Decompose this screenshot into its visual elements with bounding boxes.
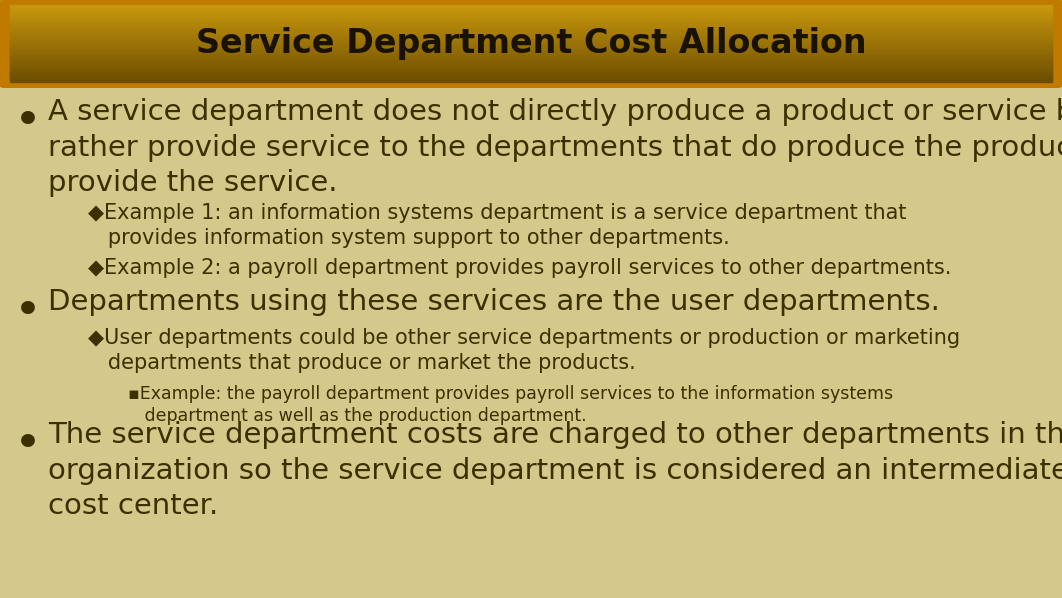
Bar	[0, 21, 1062, 23]
Bar	[0, 66, 1062, 68]
Bar	[10, 74, 1052, 76]
Bar	[0, 50, 1062, 52]
Bar	[10, 43, 1052, 45]
Bar	[0, 59, 1062, 62]
Text: ◆User departments could be other service departments or production or marketing
: ◆User departments could be other service…	[88, 328, 960, 373]
Bar	[10, 34, 1052, 36]
Bar	[0, 60, 1062, 63]
Bar	[10, 61, 1052, 63]
Bar	[10, 16, 1052, 19]
Bar	[10, 52, 1052, 54]
Bar	[10, 62, 1052, 64]
Text: •: •	[14, 290, 42, 335]
Bar	[0, 71, 1062, 74]
Bar	[0, 16, 1062, 18]
Bar	[10, 32, 1052, 34]
Bar	[0, 40, 1062, 42]
Bar	[10, 42, 1052, 44]
Bar	[10, 80, 1052, 82]
Bar	[10, 25, 1052, 28]
Bar	[0, 48, 1062, 51]
Bar	[10, 67, 1052, 69]
Bar	[10, 11, 1052, 14]
Bar	[10, 53, 1052, 56]
Text: ◆Example 2: a payroll department provides payroll services to other departments.: ◆Example 2: a payroll department provide…	[88, 258, 952, 278]
Bar	[10, 44, 1052, 47]
Bar	[0, 25, 1062, 28]
Bar	[10, 65, 1052, 67]
Bar	[0, 78, 1062, 81]
Bar	[10, 77, 1052, 80]
Bar	[10, 45, 1052, 48]
Bar	[0, 10, 1062, 13]
Bar	[10, 76, 1052, 78]
Bar	[10, 19, 1052, 21]
Bar	[10, 63, 1052, 66]
Bar	[10, 49, 1052, 51]
Bar	[0, 56, 1062, 59]
Bar	[0, 2, 1062, 4]
Bar	[0, 75, 1062, 78]
Bar	[0, 3, 1062, 5]
Bar	[0, 20, 1062, 22]
Bar	[10, 26, 1052, 29]
Bar	[0, 68, 1062, 70]
Bar	[0, 70, 1062, 72]
Bar	[0, 29, 1062, 32]
Bar	[0, 30, 1062, 33]
Bar	[10, 41, 1052, 42]
Bar	[0, 0, 1062, 1]
Bar	[0, 74, 1062, 77]
Bar	[0, 62, 1062, 64]
Bar	[0, 45, 1062, 48]
Bar	[10, 56, 1052, 58]
Text: The service department costs are charged to other departments in the
organizatio: The service department costs are charged…	[48, 421, 1062, 520]
Text: ▪Example: the payroll department provides payroll services to the information sy: ▪Example: the payroll department provide…	[129, 385, 893, 425]
Bar	[0, 55, 1062, 57]
Text: Departments using these services are the user departments.: Departments using these services are the…	[48, 288, 940, 316]
Bar	[0, 80, 1062, 82]
Bar	[10, 22, 1052, 24]
Bar	[10, 39, 1052, 41]
Bar	[0, 4, 1062, 7]
Bar	[0, 77, 1062, 80]
Bar	[0, 63, 1062, 66]
Text: ◆Example 1: an information systems department is a service department that
   pr: ◆Example 1: an information systems depar…	[88, 203, 907, 248]
Bar	[10, 29, 1052, 31]
Bar	[0, 58, 1062, 60]
Bar	[10, 20, 1052, 23]
Bar	[10, 28, 1052, 30]
Bar	[0, 73, 1062, 75]
Text: A service department does not directly produce a product or service but
rather p: A service department does not directly p…	[48, 98, 1062, 197]
Text: Service Department Cost Allocation: Service Department Cost Allocation	[195, 26, 867, 59]
Bar	[0, 36, 1062, 38]
Bar	[0, 41, 1062, 44]
FancyBboxPatch shape	[0, 0, 1062, 88]
Bar	[0, 18, 1062, 20]
Bar	[10, 15, 1052, 17]
Bar	[10, 30, 1052, 33]
Bar	[0, 13, 1062, 15]
Bar	[0, 37, 1062, 39]
Bar	[0, 23, 1062, 26]
Bar	[10, 58, 1052, 60]
Bar	[10, 47, 1052, 49]
Bar	[0, 39, 1062, 41]
Bar	[0, 44, 1062, 47]
Bar	[10, 36, 1052, 39]
Bar	[0, 1, 1062, 3]
Bar	[10, 23, 1052, 25]
Bar	[0, 14, 1062, 16]
Bar	[0, 47, 1062, 49]
Bar	[10, 75, 1052, 77]
Bar	[0, 26, 1062, 29]
Bar	[0, 52, 1062, 54]
Bar	[0, 32, 1062, 34]
Bar	[10, 72, 1052, 74]
Bar	[10, 54, 1052, 57]
Text: •: •	[14, 100, 42, 145]
Bar	[10, 69, 1052, 72]
Bar	[10, 10, 1052, 13]
Bar	[10, 24, 1052, 26]
